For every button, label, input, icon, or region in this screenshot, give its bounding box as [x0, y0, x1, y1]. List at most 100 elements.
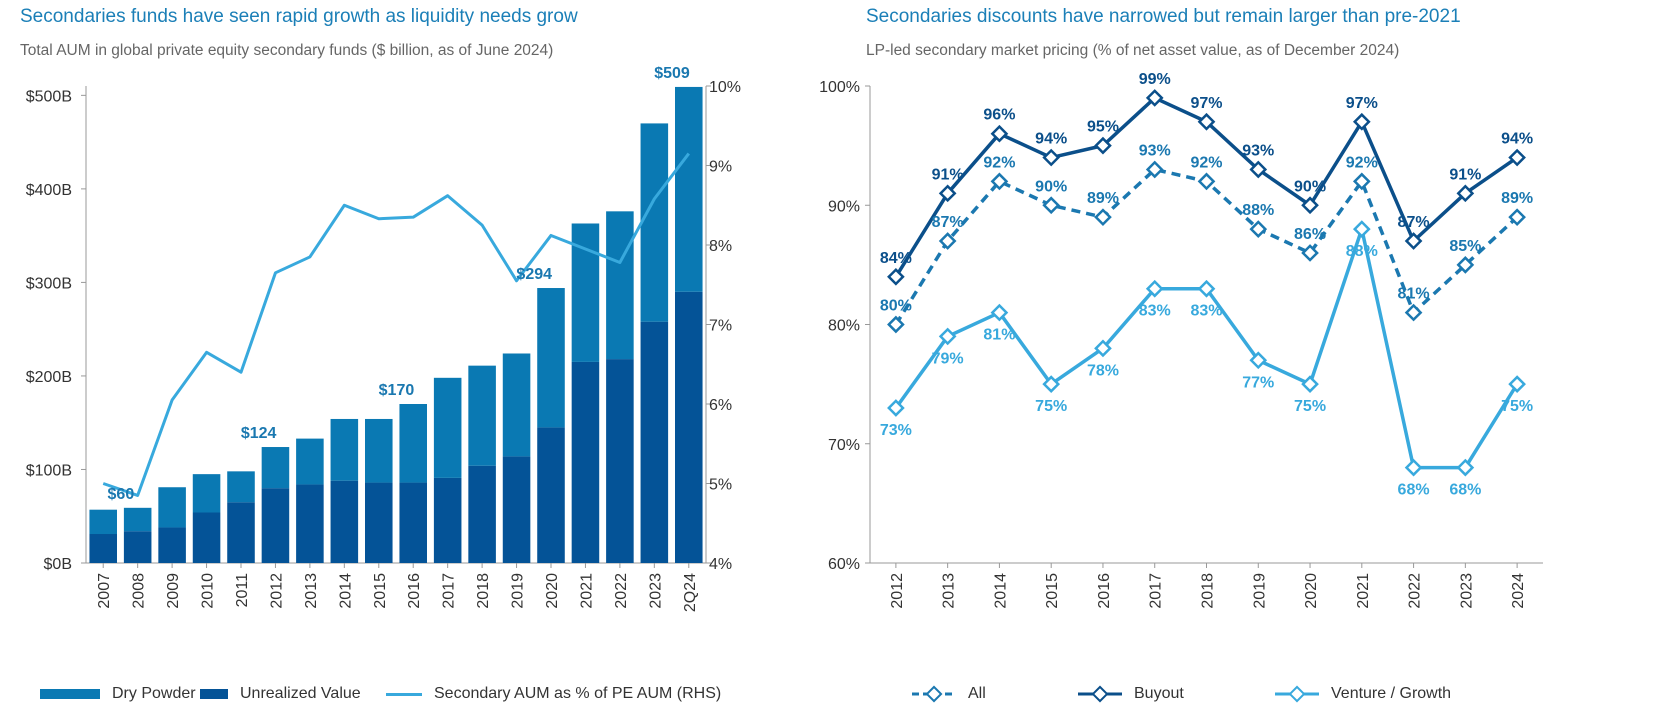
x-tick-label: 2019 [1251, 573, 1268, 609]
data-label-venture: 88% [1346, 243, 1378, 260]
secondary-aum-pct-line [102, 152, 690, 497]
data-label-all: 93% [1139, 142, 1171, 159]
data-label-all: 85% [1449, 238, 1481, 255]
legend-swatch-secondary-line [386, 692, 422, 696]
y2-tick-label: 6% [709, 397, 732, 414]
marker-venture [1094, 339, 1112, 358]
data-label-venture: 68% [1398, 482, 1430, 499]
data-label-venture: 78% [1087, 362, 1119, 379]
data-label-buyout: 93% [1242, 142, 1274, 159]
bar-unrealized [537, 427, 565, 563]
bar-unrealized [640, 321, 669, 563]
bar-total-annotation: $170 [379, 382, 415, 399]
marker-buyout [1404, 232, 1423, 250]
bar-unrealized [675, 291, 703, 563]
legend-label-dry-powder: Dry Powder [112, 685, 196, 702]
bar-dry-powder [261, 447, 290, 489]
bar-unrealized [606, 359, 634, 563]
data-label-all: 81% [1398, 286, 1430, 303]
bar-unrealized [123, 531, 152, 563]
x-tick-label: 2020 [1303, 573, 1320, 609]
y2-tick-label: 8% [709, 238, 732, 255]
legend-item-all: All [912, 685, 986, 703]
y2-tick-label: 7% [709, 318, 732, 335]
marker-all [1249, 220, 1268, 238]
bar-dry-powder [158, 487, 186, 528]
data-label-buyout: 91% [1449, 166, 1481, 183]
data-label-all: 92% [1190, 154, 1222, 171]
legend-item-buyout: Buyout [1078, 685, 1184, 703]
data-label-buyout: 95% [1087, 119, 1119, 136]
data-label-all: 87% [932, 214, 964, 231]
y-tick-label: 60% [828, 556, 860, 573]
bar-dry-powder [640, 123, 669, 322]
x-tick-label: 2021 [1355, 573, 1372, 609]
marker-venture [1508, 375, 1526, 393]
marker-all [1352, 172, 1371, 191]
bar-unrealized [158, 527, 186, 563]
x-tick-label: 2010 [200, 573, 217, 609]
marker-buyout [1197, 112, 1216, 131]
bar-total-annotation: $294 [516, 266, 552, 283]
data-label-venture: 77% [1242, 374, 1274, 391]
marker-all [1145, 160, 1164, 179]
marker-buyout [1508, 148, 1526, 167]
bar-dry-powder [296, 438, 324, 485]
marker-venture [990, 303, 1009, 322]
y-tick-label: 100% [819, 79, 860, 96]
marker-buyout [1094, 136, 1112, 155]
data-label-venture: 75% [1035, 398, 1067, 415]
legend-swatch-all [912, 685, 956, 703]
data-label-venture: 79% [932, 350, 964, 367]
data-label-venture: 83% [1190, 303, 1222, 320]
marker-buyout [990, 124, 1009, 143]
marker-all [1094, 208, 1112, 227]
data-label-all: 92% [1346, 154, 1378, 171]
y-tick-label: 70% [828, 437, 860, 454]
bar-unrealized [502, 456, 531, 563]
bar-unrealized [192, 512, 221, 563]
data-label-all: 89% [1087, 190, 1119, 207]
right-chart-svg: 60% 70% 80% 90% 100% 2012 2013 2014 2015 2016 2017… [819, 71, 1543, 609]
data-label-buyout: 94% [1501, 131, 1533, 148]
bar-dry-powder [606, 211, 634, 360]
y2-tick-label: 9% [709, 159, 732, 176]
marker-all [938, 232, 957, 250]
x-tick-label: 2015 [1044, 573, 1061, 609]
bar-unrealized [261, 488, 290, 563]
legend-label-secondary-line: Secondary AUM as % of PE AUM (RHS) [434, 685, 722, 702]
data-label-venture: 73% [880, 422, 912, 439]
marker-all [1301, 244, 1319, 262]
bar-total-annotation: $60 [108, 486, 135, 503]
marker-venture [1301, 375, 1319, 393]
x-tick-label: 2008 [131, 573, 148, 609]
data-label-buyout: 96% [983, 107, 1015, 124]
marker-all [1404, 303, 1423, 322]
y-tick-label: $500B [26, 88, 72, 105]
x-tick-label: 2023 [1458, 573, 1475, 609]
marker-all [990, 172, 1009, 191]
bar-unrealized [296, 484, 324, 563]
marker-venture [1352, 220, 1371, 238]
x-tick-label: 2017 [1148, 573, 1165, 609]
y-tick-label: $300B [26, 275, 72, 292]
y-tick-label: $100B [26, 462, 72, 479]
data-label-venture: 75% [1294, 398, 1326, 415]
x-tick-label: 2017 [441, 573, 458, 609]
x-tick-label: 2018 [1200, 573, 1217, 609]
x-tick-label: 2016 [406, 573, 423, 609]
bar-dry-powder [330, 418, 359, 481]
bar-unrealized [365, 482, 393, 563]
y-tick-label: 90% [828, 198, 860, 215]
data-label-venture: 81% [983, 327, 1015, 344]
legend-item-secondary-line: Secondary AUM as % of PE AUM (RHS) [386, 685, 721, 703]
data-label-buyout: 90% [1294, 178, 1326, 195]
x-tick-label: 2016 [1096, 573, 1113, 609]
marker-all [1197, 172, 1216, 191]
bar-dry-powder [502, 353, 531, 457]
marker-buyout [938, 184, 957, 203]
right-chart-panel: Secondaries discounts have narrowed but … [819, 0, 1665, 718]
left-chart-subtitle: Total AUM in global private equity secon… [20, 42, 554, 59]
x-tick-label: 2012 [268, 573, 285, 609]
data-label-buyout: 91% [932, 166, 964, 183]
